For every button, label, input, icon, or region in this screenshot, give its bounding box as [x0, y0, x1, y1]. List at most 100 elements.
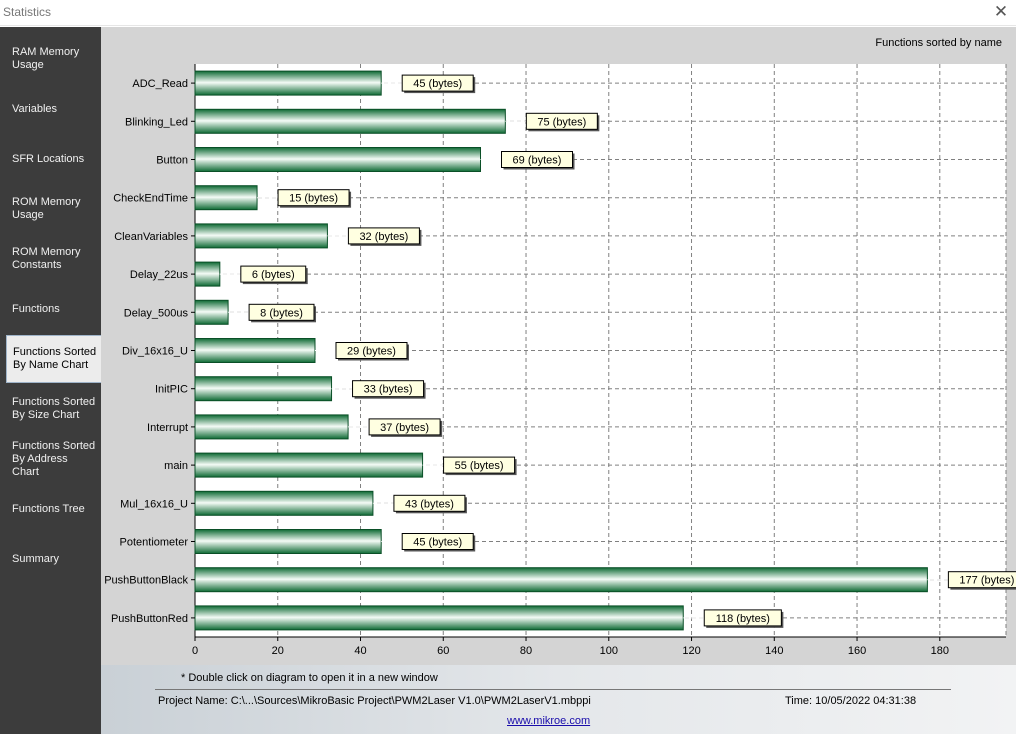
- data-label-box: [248, 303, 315, 321]
- x-tick-label: 20: [272, 645, 284, 657]
- x-tick-label: 180: [931, 645, 949, 657]
- category-label: Div_16x16_U: [122, 346, 188, 358]
- sidebar: RAM Memory Usage Variables SFR Locations RO…: [0, 27, 101, 734]
- sidebar-item-sfr-locations[interactable]: SFR Locations: [0, 135, 101, 183]
- sidebar-item-variables[interactable]: Variables: [0, 85, 101, 133]
- data-label: 45 (bytes): [413, 537, 462, 549]
- bar: [194, 185, 258, 211]
- chart-area[interactable]: 0 20 40 60 80 100 120 140 160 180 ADC_Read 45 (byte…: [101, 27, 1016, 665]
- category-label: Button: [156, 155, 188, 167]
- footer-note: * Double click on diagram to open it in …: [181, 672, 438, 684]
- sidebar-item-rom-memory-constants[interactable]: ROM Memory Constants: [0, 235, 101, 283]
- data-label: 8 (bytes): [260, 307, 303, 319]
- bar: [194, 70, 382, 96]
- bar: [194, 338, 316, 363]
- data-label-box: [368, 418, 441, 436]
- sidebar-item-label: RAM Memory Usage: [12, 46, 80, 71]
- category-label: Mul_16x16_U: [120, 498, 188, 510]
- data-label: 15 (bytes): [289, 193, 338, 205]
- data-label: 177 (bytes): [959, 575, 1014, 587]
- data-label-box: [352, 380, 425, 398]
- bar: [194, 376, 333, 402]
- sidebar-item-label: Functions Sorted By Address Chart: [12, 439, 96, 478]
- data-label-box: [347, 227, 420, 245]
- data-label-box: [947, 571, 1016, 589]
- category-label: PushButtonRed: [111, 613, 188, 625]
- category-label: Delay_22us: [130, 269, 189, 281]
- data-label: 55 (bytes): [455, 460, 504, 472]
- sidebar-item-label: ROM Memory Usage: [12, 196, 81, 221]
- sidebar-item-functions-tree[interactable]: Functions Tree: [0, 485, 101, 533]
- bar: [194, 147, 482, 172]
- data-label-box: [335, 342, 408, 359]
- category-label: CheckEndTime: [113, 193, 188, 205]
- x-tick-label: 100: [600, 645, 618, 657]
- bar: [194, 414, 349, 440]
- sidebar-item-label: ROM Memory Constants: [12, 246, 81, 271]
- data-label-box: [501, 151, 574, 168]
- x-tick-label: 40: [354, 645, 366, 657]
- data-label: 45 (bytes): [413, 78, 462, 90]
- bar: [194, 529, 382, 554]
- bar: [194, 261, 221, 287]
- data-label: 75 (bytes): [537, 116, 586, 128]
- sidebar-item-label: Summary: [12, 552, 60, 565]
- data-label-box: [277, 189, 350, 207]
- data-label-box: [525, 112, 598, 130]
- data-label: 6 (bytes): [252, 269, 295, 281]
- sidebar-item-label: Functions Sorted By Name Chart: [13, 346, 97, 371]
- bar: [194, 299, 229, 325]
- bar: [194, 567, 928, 593]
- project-name: Project Name: C:\...\Sources\MikroBasic …: [158, 695, 591, 707]
- data-label: 69 (bytes): [513, 155, 562, 167]
- sidebar-item-summary[interactable]: Summary: [0, 535, 101, 583]
- data-label-box: [401, 74, 474, 92]
- data-label: 29 (bytes): [347, 346, 396, 358]
- footer-divider: [155, 689, 951, 690]
- sidebar-item-rom-memory-usage[interactable]: ROM Memory Usage: [0, 185, 101, 233]
- sidebar-item-functions-sorted-by-name-chart[interactable]: Functions Sorted By Name Chart: [6, 335, 101, 383]
- window-title: Statistics: [3, 5, 52, 19]
- data-label-box: [393, 494, 466, 512]
- sidebar-item-ram-memory-usage[interactable]: RAM Memory Usage: [0, 35, 101, 83]
- bar: [194, 452, 424, 478]
- sidebar-item-functions-sorted-by-address-chart[interactable]: Functions Sorted By Address Chart: [0, 435, 101, 483]
- sidebar-item-label: Functions Tree: [12, 502, 85, 515]
- category-label: main: [164, 460, 188, 472]
- data-label-box: [703, 609, 782, 627]
- sidebar-item-label: SFR Locations: [12, 152, 85, 165]
- category-label: ADC_Read: [132, 78, 188, 90]
- sidebar-item-label: Functions Sorted By Size Chart: [12, 396, 96, 421]
- bar: [194, 490, 374, 516]
- bar: [194, 605, 684, 631]
- data-label-box: [401, 533, 474, 550]
- data-label-box: [443, 456, 516, 474]
- main-panel: 0 20 40 60 80 100 120 140 160 180 ADC_Read 45 (byte…: [101, 27, 1016, 734]
- functions-bar-chart[interactable]: 0 20 40 60 80 100 120 140 160 180 ADC_Read 45 (byte…: [101, 27, 1016, 665]
- category-label: PushButtonBlack: [104, 575, 188, 587]
- mikroe-link[interactable]: www.mikroe.com: [507, 715, 591, 727]
- x-tick-label: 60: [437, 645, 449, 657]
- category-label: CleanVariables: [114, 231, 188, 243]
- x-tick-label: 80: [520, 645, 532, 657]
- category-label: Blinking_Led: [125, 116, 188, 128]
- bar: [194, 108, 506, 134]
- data-label: 43 (bytes): [405, 498, 454, 510]
- bar: [194, 223, 328, 249]
- data-label: 32 (bytes): [359, 231, 408, 243]
- x-tick-label: 160: [848, 645, 866, 657]
- close-icon[interactable]: ✕: [993, 2, 1009, 21]
- data-label-box: [240, 265, 307, 283]
- x-tick-label: 140: [765, 645, 783, 657]
- category-label: Delay_500us: [124, 307, 189, 319]
- x-tick-label: 120: [682, 645, 700, 657]
- category-label: Interrupt: [147, 422, 188, 434]
- chart-title: Functions sorted by name: [875, 37, 1002, 49]
- footer: * Double click on diagram to open it in …: [101, 665, 1016, 734]
- data-label: 118 (bytes): [716, 613, 770, 625]
- category-label: InitPIC: [155, 384, 188, 396]
- timestamp: Time: 10/05/2022 04:31:38: [785, 695, 917, 707]
- sidebar-item-label: Variables: [12, 102, 58, 115]
- sidebar-item-functions-sorted-by-size-chart[interactable]: Functions Sorted By Size Chart: [0, 385, 101, 433]
- sidebar-item-functions[interactable]: Functions: [0, 285, 101, 333]
